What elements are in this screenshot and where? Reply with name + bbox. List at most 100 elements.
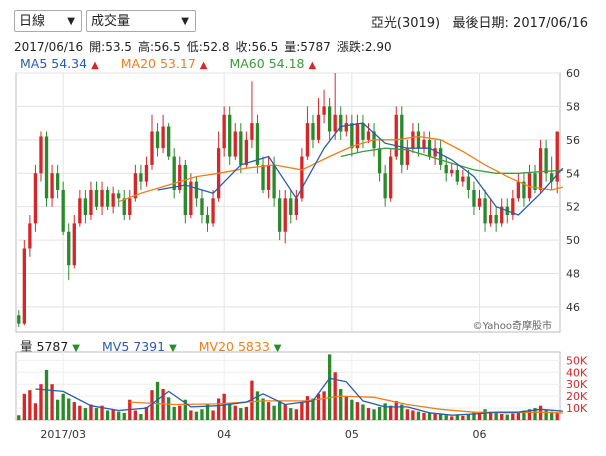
- candle-body: [72, 223, 76, 266]
- candle-body: [33, 173, 38, 224]
- volume-bar: [289, 408, 293, 420]
- volume-bar: [316, 393, 321, 420]
- watermark: ©Yahoo奇摩股市: [473, 319, 552, 332]
- volume-bar: [433, 414, 437, 420]
- volume-bar: [200, 409, 204, 420]
- volume-bar: [311, 398, 315, 420]
- price-tick-label: 58: [566, 100, 580, 113]
- volume-bar: [250, 380, 254, 420]
- candle-body: [144, 164, 149, 182]
- volume-bar: [211, 410, 215, 420]
- mv5-legend: MV5 7391 ▼: [101, 339, 177, 354]
- volume-bar: [194, 411, 199, 420]
- up-triangle-icon: ▲: [91, 60, 99, 71]
- candle-body: [488, 215, 493, 224]
- period-select-value: 日線: [19, 14, 46, 29]
- candle-body: [67, 231, 71, 266]
- volume-bar: [83, 408, 88, 420]
- candle-body: [161, 126, 165, 149]
- volume-bar: [228, 403, 232, 420]
- volume-panel-frame: [15, 351, 561, 421]
- volume-bar: [361, 404, 365, 420]
- period-select[interactable]: 日線 ▼: [14, 10, 82, 32]
- ma5-line: [157, 122, 564, 216]
- candle-body: [111, 193, 115, 207]
- volume-bar: [55, 399, 60, 420]
- volume-bar: [405, 409, 410, 420]
- quote-close: 收:56.5: [235, 40, 279, 54]
- quote-date: 2017/06/16: [14, 40, 84, 54]
- candle-body: [278, 198, 282, 232]
- candle-body: [344, 123, 348, 132]
- candle-body: [350, 123, 354, 149]
- candle-body: [266, 164, 271, 190]
- volume-bar: [516, 411, 521, 420]
- volume-bar: [133, 410, 138, 420]
- volume-bar: [355, 402, 360, 420]
- candle-body: [394, 114, 398, 157]
- candle-body: [472, 189, 476, 207]
- volume-bar: [39, 384, 43, 420]
- volume-bar: [105, 410, 110, 420]
- price-tick-label: 60: [566, 67, 580, 80]
- price-tick-label: 48: [566, 268, 580, 281]
- quote-low: 低:52.8: [186, 40, 230, 54]
- volume-bar: [377, 406, 382, 420]
- volume-bar: [444, 415, 448, 420]
- volume-bar: [505, 414, 509, 420]
- volume-bar: [244, 406, 249, 420]
- candle-body: [455, 169, 459, 182]
- ma5-legend: MA5 54.34 ▲: [20, 56, 99, 71]
- candle-body: [438, 148, 443, 165]
- candle-body: [422, 139, 426, 149]
- candle-body: [211, 198, 215, 224]
- volume-bar: [67, 398, 71, 420]
- candle-body: [28, 223, 32, 249]
- volume-bar: [278, 400, 282, 420]
- volume-bar: [455, 415, 459, 420]
- volume-bar: [22, 393, 26, 420]
- candle-body: [527, 173, 532, 199]
- volume-bar: [372, 409, 376, 420]
- volume-legend: 量 5787 ▼ MV5 7391 ▼ MV20 5833 ▼: [20, 336, 299, 355]
- last-date: 最後日期: 2017/06/16: [452, 16, 588, 31]
- candle-body: [283, 198, 287, 232]
- candle-body: [50, 173, 54, 199]
- ma-legend: MA5 54.34 ▲ MA20 53.17 ▲ MA60 54.18 ▲: [20, 56, 334, 71]
- candle-body: [339, 114, 343, 132]
- candle-body: [377, 148, 382, 174]
- candle-body: [261, 164, 265, 190]
- candle-body: [433, 148, 437, 157]
- volume-bar: [350, 399, 354, 420]
- candle-body: [383, 173, 387, 199]
- volume-bar: [305, 396, 310, 420]
- volume-bar: [550, 411, 554, 420]
- volume-bar: [322, 391, 326, 420]
- volume-bar: [555, 413, 559, 420]
- indicator-select-value: 成交量: [91, 14, 131, 29]
- candle-body: [244, 139, 249, 165]
- volume-tick-label: 40K: [566, 366, 588, 379]
- candle-body: [511, 198, 515, 216]
- volume-bar: [294, 409, 298, 420]
- x-tick-label: 06: [473, 428, 487, 441]
- down-triangle-icon: ▼: [72, 343, 80, 354]
- volume-bar: [422, 412, 426, 420]
- volume-tick-label: 30K: [566, 378, 588, 391]
- candle-body: [316, 114, 321, 140]
- candle-body: [100, 189, 104, 207]
- candle-body: [44, 136, 49, 199]
- indicator-select[interactable]: 成交量 ▼: [86, 10, 196, 32]
- candle-body: [17, 315, 21, 324]
- volume-bar: [494, 412, 498, 420]
- candle-body: [55, 173, 60, 190]
- candle-body: [122, 198, 126, 216]
- volume-bar: [94, 408, 99, 420]
- volume-bar: [400, 404, 404, 420]
- candle-body: [555, 131, 559, 182]
- stock-header: 亞光(3019) 最後日期: 2017/06/16: [371, 12, 588, 31]
- candle-body: [117, 193, 121, 199]
- volume-bar: [100, 405, 104, 420]
- ma60-line: [340, 147, 563, 174]
- price-tick-label: 56: [566, 134, 580, 147]
